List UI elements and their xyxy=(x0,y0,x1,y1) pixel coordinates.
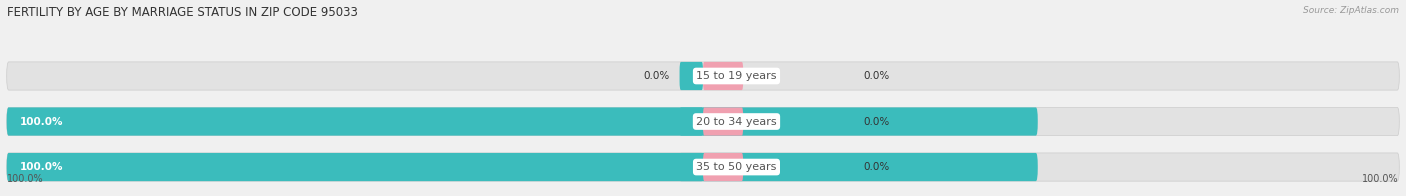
Text: 100.0%: 100.0% xyxy=(20,116,63,127)
FancyBboxPatch shape xyxy=(703,107,744,136)
Text: 15 to 19 years: 15 to 19 years xyxy=(696,71,776,81)
Text: 0.0%: 0.0% xyxy=(863,116,890,127)
FancyBboxPatch shape xyxy=(703,62,744,90)
FancyBboxPatch shape xyxy=(679,153,703,181)
Text: 100.0%: 100.0% xyxy=(20,162,63,172)
FancyBboxPatch shape xyxy=(703,153,744,181)
Text: Source: ZipAtlas.com: Source: ZipAtlas.com xyxy=(1303,6,1399,15)
FancyBboxPatch shape xyxy=(7,107,1038,136)
Text: 100.0%: 100.0% xyxy=(1362,174,1399,184)
Text: 100.0%: 100.0% xyxy=(7,174,44,184)
Text: 0.0%: 0.0% xyxy=(863,162,890,172)
Text: 0.0%: 0.0% xyxy=(863,71,890,81)
Text: 0.0%: 0.0% xyxy=(644,71,669,81)
FancyBboxPatch shape xyxy=(7,153,1399,181)
FancyBboxPatch shape xyxy=(679,107,703,136)
Text: 35 to 50 years: 35 to 50 years xyxy=(696,162,776,172)
Text: 20 to 34 years: 20 to 34 years xyxy=(696,116,776,127)
Text: FERTILITY BY AGE BY MARRIAGE STATUS IN ZIP CODE 95033: FERTILITY BY AGE BY MARRIAGE STATUS IN Z… xyxy=(7,6,359,19)
FancyBboxPatch shape xyxy=(7,62,1399,90)
FancyBboxPatch shape xyxy=(7,107,1399,136)
FancyBboxPatch shape xyxy=(679,62,703,90)
FancyBboxPatch shape xyxy=(7,153,1038,181)
